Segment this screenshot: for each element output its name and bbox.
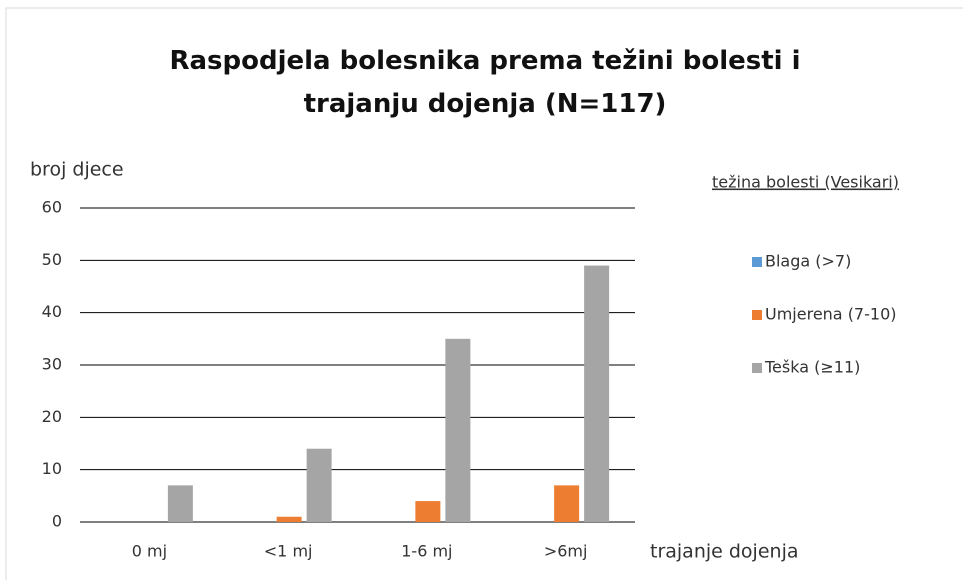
legend-label: Teška (≥11): [764, 358, 860, 377]
bar: [554, 485, 580, 522]
bar: [415, 501, 441, 522]
x-tick-label: 1-6 mj: [401, 542, 452, 561]
chart-frame: [5, 7, 963, 580]
y-tick-label: 30: [42, 355, 62, 374]
x-tick-label: 0 mj: [132, 542, 167, 561]
legend-swatch: [752, 257, 762, 267]
legend-label: Umjerena (7-10): [765, 305, 896, 324]
x-tick-label: >6mj: [544, 542, 588, 561]
bar: [445, 338, 471, 522]
legend-swatch: [752, 363, 762, 373]
y-tick-label: 60: [42, 198, 62, 217]
bar: [584, 265, 610, 522]
bar: [167, 485, 193, 522]
y-axis-title: broj djece: [30, 159, 124, 181]
y-tick-label: 10: [42, 459, 62, 478]
bar: [276, 516, 302, 522]
legend-title: težina bolesti (Vesikari): [712, 173, 899, 192]
x-axis-title: trajanje dojenja: [650, 541, 799, 563]
y-tick-label: 0: [52, 512, 62, 531]
y-tick-label: 40: [42, 302, 62, 321]
y-tick-label: 50: [42, 250, 62, 269]
x-tick-label: <1 mj: [264, 542, 313, 561]
legend-label: Blaga (>7): [765, 252, 851, 271]
bar: [306, 448, 332, 522]
y-tick-label: 20: [42, 407, 62, 426]
chart-title: Raspodjela bolesnika prema težini bolest…: [169, 46, 801, 119]
legend-swatch: [752, 310, 762, 320]
